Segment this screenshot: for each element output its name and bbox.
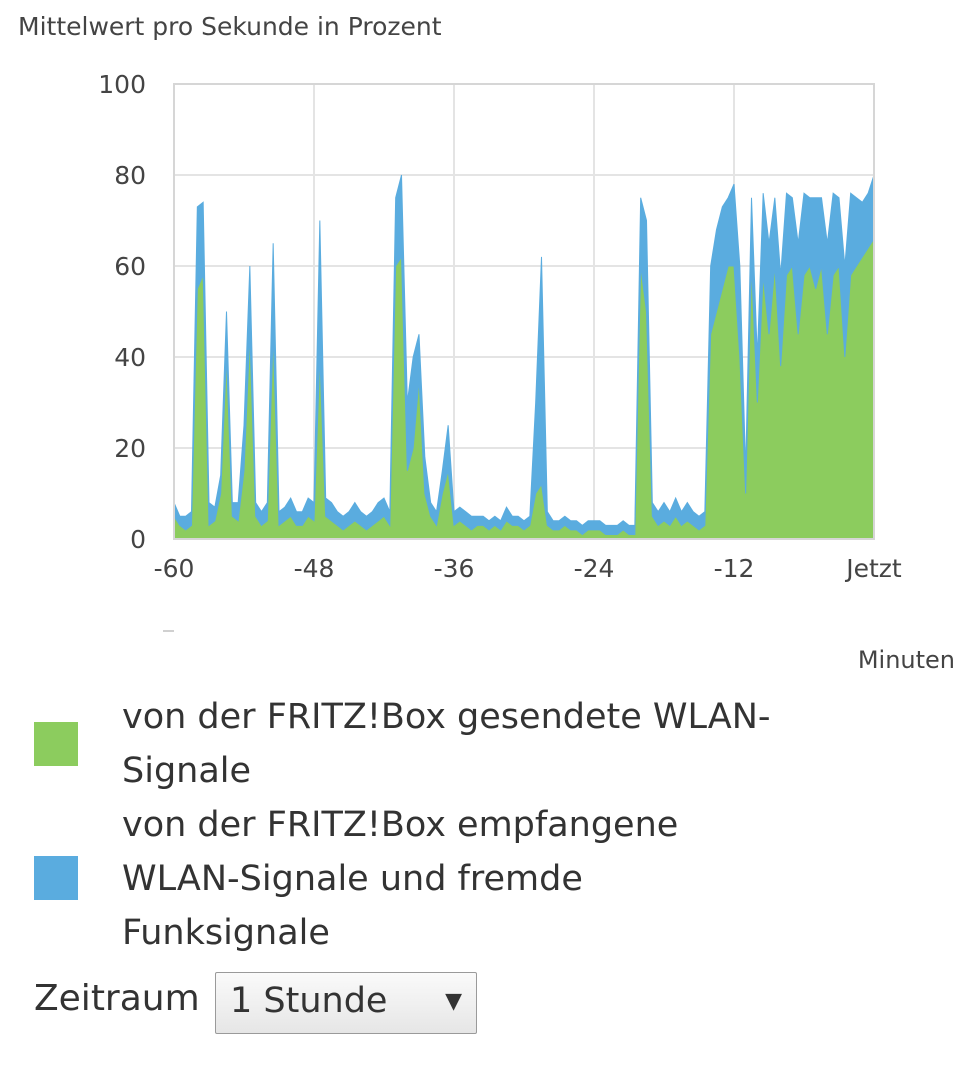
y-tick-label: 0 — [130, 525, 146, 554]
x-tick-label: -36 — [434, 554, 475, 583]
x-axis-unit: Minuten — [857, 646, 955, 674]
chevron-down-icon: ▼ — [445, 989, 462, 1014]
timespan-selected-value: 1 Stunde — [230, 981, 388, 1021]
x-tick-label: -48 — [294, 554, 335, 583]
plot-border — [173, 83, 875, 540]
wlan-usage-chart: 0 20 40 60 80 100 -60 -48 -36 -24 -12 Jetzt — [98, 70, 902, 583]
y-tick-label: 60 — [114, 252, 146, 281]
legend-swatch-received — [34, 856, 78, 900]
legend-label-sent: von der FRITZ!Box gesendete WLAN-Signale — [122, 697, 771, 791]
y-tick-label: 80 — [114, 161, 146, 190]
y-tick-labels: 0 20 40 60 80 100 — [98, 70, 146, 554]
x-tick-label: Jetzt — [844, 554, 902, 583]
y-tick-label: 40 — [114, 343, 146, 372]
legend-label-received: von der FRITZ!Box empfangene WLAN-Signal… — [122, 805, 679, 953]
x-tick-label: -24 — [574, 554, 615, 583]
legend-swatch-sent — [34, 722, 78, 766]
x-tick-label: -12 — [714, 554, 755, 583]
y-tick-label: 100 — [98, 70, 146, 99]
x-tick-label: -60 — [154, 554, 195, 583]
timespan-select[interactable]: 1 Stunde ▼ — [215, 972, 477, 1034]
x-tick-labels: -60 -48 -36 -24 -12 Jetzt — [154, 554, 902, 583]
y-axis-title: Mittelwert pro Sekunde in Prozent — [18, 12, 442, 41]
timespan-label: Zeitraum — [34, 978, 200, 1019]
decorative-dash — [163, 630, 174, 632]
y-tick-label: 20 — [114, 434, 146, 463]
